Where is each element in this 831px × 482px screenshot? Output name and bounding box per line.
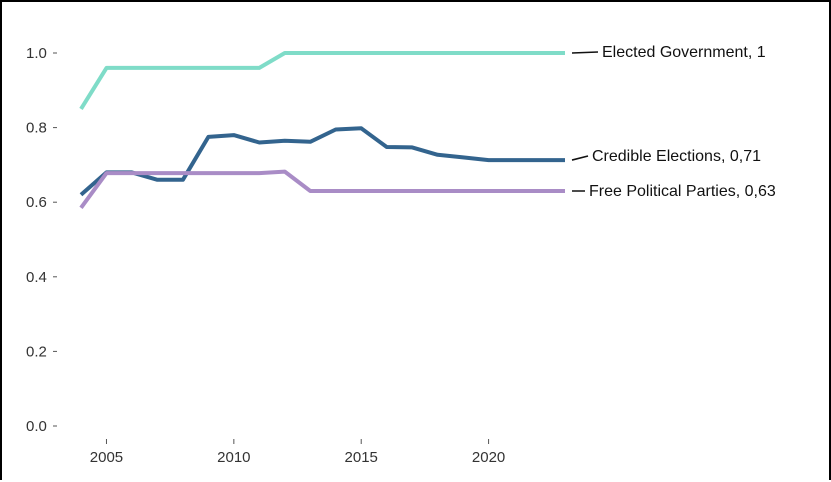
series-lines: [81, 53, 565, 208]
series-label-leader: [572, 156, 588, 160]
series-line: [81, 128, 565, 194]
y-tick-label: 0.2: [26, 343, 47, 360]
y-tick-label: 0.8: [26, 120, 47, 137]
series-label: Elected Government, 1: [602, 44, 766, 61]
series-label-leader: [572, 52, 598, 53]
series-labels: Elected Government, 1 Credible Elections,…: [572, 44, 776, 200]
x-tick-label: 2020: [472, 449, 505, 466]
y-axis: 0.0 0.2 0.4 0.6 0.8 1.0: [26, 45, 57, 435]
x-axis: 2005 2010 2015 2020: [90, 439, 505, 466]
y-tick-label: 0.6: [26, 194, 47, 211]
series-label: Free Political Parties, 0,63: [589, 183, 776, 200]
x-tick-label: 2015: [345, 449, 378, 466]
y-tick-label: 0.0: [26, 418, 47, 435]
series-label: Credible Elections, 0,71: [592, 148, 761, 165]
x-tick-label: 2010: [217, 449, 250, 466]
x-tick-label: 2005: [90, 449, 123, 466]
series-line: [81, 53, 565, 109]
y-tick-label: 0.4: [26, 269, 47, 286]
y-tick-label: 1.0: [26, 45, 47, 62]
